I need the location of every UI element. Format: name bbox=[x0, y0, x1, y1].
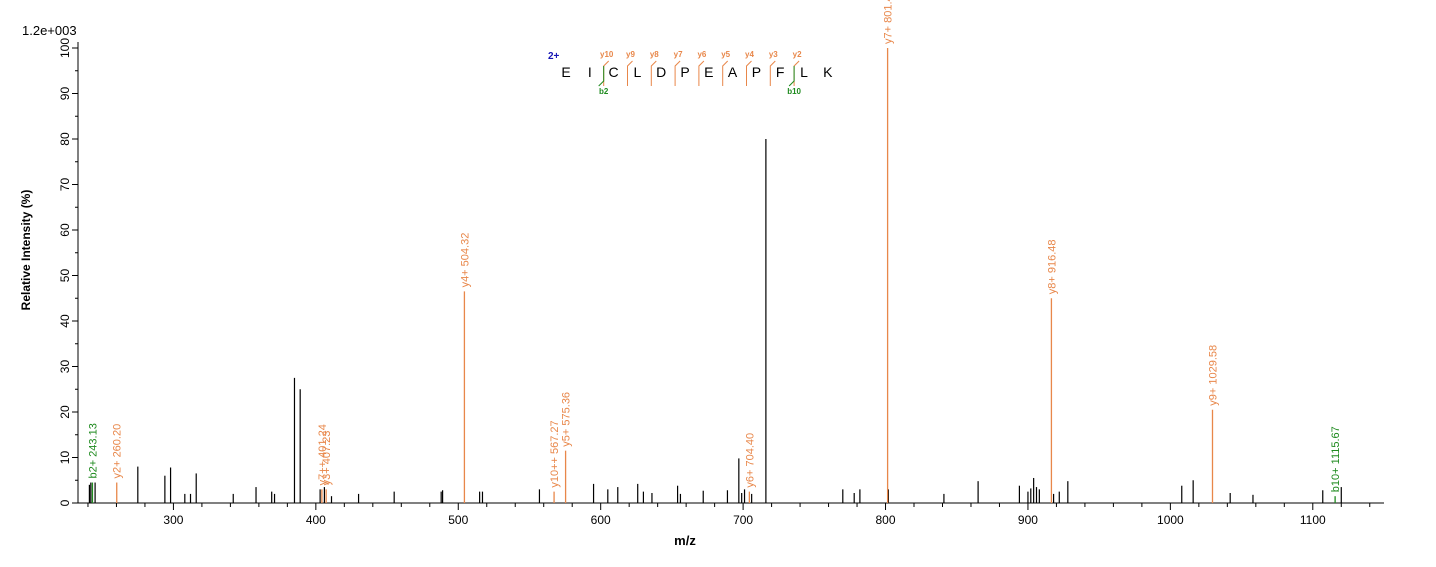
y-fragment-label: y4 bbox=[745, 50, 754, 59]
y-fragment-mark bbox=[769, 60, 776, 86]
y-fragment-label: y10 bbox=[600, 50, 614, 59]
y-axis-label: Relative Intensity (%) bbox=[19, 190, 33, 311]
y-tick-label: 50 bbox=[58, 269, 72, 283]
y-fragment-label: y5 bbox=[721, 50, 730, 59]
y-tick-label: 40 bbox=[58, 314, 72, 328]
y-fragment-mark bbox=[722, 60, 729, 86]
y-ion-label: y10++ 567.27 bbox=[549, 420, 561, 487]
y-tick-label: 70 bbox=[58, 178, 72, 192]
y-tick-label: 90 bbox=[58, 87, 72, 101]
y-ion-label: y6+ 704.40 bbox=[744, 433, 756, 488]
x-axis-label: m/z bbox=[674, 533, 696, 548]
x-tick-label: 800 bbox=[876, 513, 896, 527]
y-fragment-label: y2 bbox=[793, 50, 802, 59]
y-fragment-mark bbox=[746, 60, 752, 86]
peptide-residue: I bbox=[588, 64, 592, 80]
y-ion-label: y8+ 916.48 bbox=[1046, 240, 1058, 295]
b-fragment-label: b10 bbox=[787, 87, 801, 96]
y-fragment-mark bbox=[793, 60, 800, 86]
peptide-residue: L bbox=[800, 64, 808, 80]
y-tick-label: 60 bbox=[58, 223, 72, 237]
peptide-residue: K bbox=[823, 64, 833, 80]
x-tick-label: 1000 bbox=[1157, 513, 1184, 527]
y-fragment-mark bbox=[650, 60, 657, 86]
y-ion-label: y7+ 801.46 bbox=[883, 0, 895, 44]
peptide-charge: 2+ bbox=[548, 51, 560, 62]
y-tick-label: 100 bbox=[58, 38, 72, 58]
y-fragment-label: y9 bbox=[626, 50, 635, 59]
y-ion-label: y9+ 1029.58 bbox=[1207, 345, 1219, 406]
x-tick-label: 1100 bbox=[1300, 513, 1326, 527]
y-fragment-label: y7 bbox=[674, 50, 683, 59]
x-tick-label: 300 bbox=[163, 513, 183, 527]
y-tick-label: 80 bbox=[58, 132, 72, 146]
y-tick-label: 10 bbox=[58, 451, 72, 465]
peptide-residue: A bbox=[728, 64, 738, 80]
y-tick-label: 30 bbox=[58, 360, 72, 374]
b-fragment-mark bbox=[788, 66, 795, 87]
b-fragment-label: b2 bbox=[599, 87, 609, 96]
b-fragment-mark bbox=[598, 66, 605, 87]
b-ion-label: b10+ 1115.67 bbox=[1330, 426, 1342, 492]
peptide-residue: F bbox=[776, 64, 785, 80]
y-fragment-mark bbox=[698, 60, 705, 86]
peptide-residue: E bbox=[704, 64, 713, 80]
intensity-scale-label: 1.2e+003 bbox=[22, 23, 77, 38]
y-ion-label: y3+ 407.23 bbox=[321, 431, 333, 486]
y-fragment-label: y6 bbox=[697, 50, 706, 59]
y-tick-label: 20 bbox=[58, 405, 72, 419]
y-fragment-label: y3 bbox=[769, 50, 778, 59]
y-ion-label: y2+ 260.20 bbox=[112, 424, 124, 479]
y-fragment-mark bbox=[627, 60, 633, 86]
peptide-residue: E bbox=[561, 64, 570, 80]
x-tick-label: 600 bbox=[591, 513, 611, 527]
peptide-residue: D bbox=[656, 64, 666, 80]
y-fragment-label: y8 bbox=[650, 50, 659, 59]
x-tick-label: 700 bbox=[733, 513, 753, 527]
y-fragment-mark bbox=[674, 60, 681, 86]
y-ion-label: y5+ 575.36 bbox=[561, 392, 573, 447]
x-tick-label: 900 bbox=[1018, 513, 1038, 527]
peptide-residue: P bbox=[752, 64, 761, 80]
b-ion-label: b2+ 243.13 bbox=[87, 423, 99, 478]
peptide-residue: L bbox=[634, 64, 642, 80]
peptide-residue: C bbox=[609, 64, 619, 80]
y-ion-label: y7++ 401.24 bbox=[317, 424, 329, 485]
x-tick-label: 400 bbox=[306, 513, 326, 527]
x-tick-label: 500 bbox=[448, 513, 468, 527]
peptide-residue: P bbox=[680, 64, 689, 80]
y-tick-label: 0 bbox=[58, 499, 72, 506]
y-ion-label: y4+ 504.32 bbox=[459, 233, 471, 288]
